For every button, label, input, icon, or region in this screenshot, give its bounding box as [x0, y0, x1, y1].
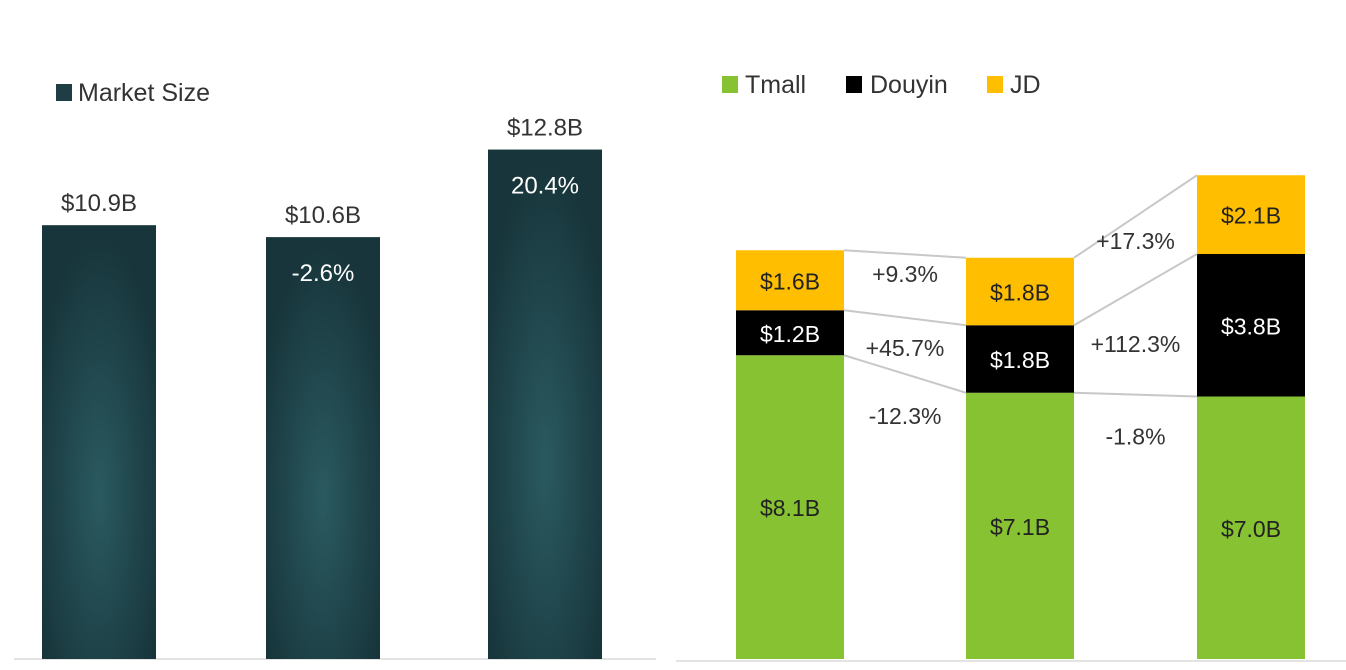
- douyin-value-label-1: $1.2B: [760, 321, 820, 347]
- tmall-segment-1: [736, 355, 844, 659]
- douyin-segment-1: [736, 310, 844, 356]
- tmall-value-label-2: $7.1B: [990, 514, 1050, 540]
- market-size-bar-2: [266, 237, 380, 659]
- market-size-value-label-3: $12.8B: [507, 115, 583, 142]
- tmall-segment-3: [1197, 396, 1305, 659]
- douyin-segment-3: [1197, 254, 1305, 397]
- growth-label-jd-2: +17.3%: [1096, 228, 1175, 254]
- douyin-value-label-3: $3.8B: [1221, 313, 1281, 339]
- legend-label-tmall: Tmall: [745, 71, 806, 99]
- legend-swatch-jd: [987, 76, 1003, 93]
- growth-label-douyin-2: +112.3%: [1091, 331, 1181, 357]
- jd-value-label-2: $1.8B: [990, 280, 1050, 306]
- legend-swatch-tmall: [722, 76, 738, 93]
- market-size-bar-1: [42, 225, 156, 659]
- jd-value-label-1: $1.6B: [760, 268, 820, 294]
- connector-jd-1: [843, 249, 967, 259]
- market-size-bar-3: [488, 149, 602, 659]
- legend-label-douyin: Douyin: [870, 71, 948, 99]
- market-size-value-label-1: $10.9B: [61, 190, 137, 217]
- legend-label-market-size: Market Size: [78, 79, 210, 107]
- growth-label-jd-1: +9.3%: [872, 261, 938, 287]
- market-size-growth-label-3: 20.4%: [511, 173, 579, 200]
- legend-label-jd: JD: [1010, 71, 1041, 99]
- tmall-value-label-1: $8.1B: [760, 495, 820, 521]
- market-size-growth-label-2: -2.6%: [292, 260, 355, 287]
- tmall-value-label-3: $7.0B: [1221, 516, 1281, 542]
- chart-marks: $10.9B $10.6B -2.6% $12.8B 20.4% $8.1B $1.2B $1…: [42, 115, 1305, 659]
- connector-tmall-1: [843, 354, 967, 394]
- jd-segment-2: [966, 257, 1074, 326]
- jd-segment-3: [1197, 175, 1305, 254]
- connector-tmall-2: [1073, 391, 1198, 398]
- douyin-segment-2: [966, 325, 1074, 393]
- connector-douyin-2: [1073, 253, 1198, 327]
- tmall-segment-2: [966, 392, 1074, 659]
- growth-label-tmall-1: -12.3%: [869, 403, 942, 429]
- jd-segment-1: [736, 250, 844, 311]
- connector-jd-2: [1073, 174, 1198, 259]
- legend-swatch-douyin: [846, 76, 862, 93]
- connector-douyin-1: [843, 309, 967, 327]
- market-size-value-label-2: $10.6B: [285, 202, 361, 229]
- legend-swatch-market-size: [56, 84, 72, 101]
- douyin-value-label-2: $1.8B: [990, 347, 1050, 373]
- growth-label-douyin-1: +45.7%: [866, 335, 945, 361]
- jd-value-label-3: $2.1B: [1221, 203, 1281, 229]
- growth-label-tmall-2: -1.8%: [1105, 424, 1165, 450]
